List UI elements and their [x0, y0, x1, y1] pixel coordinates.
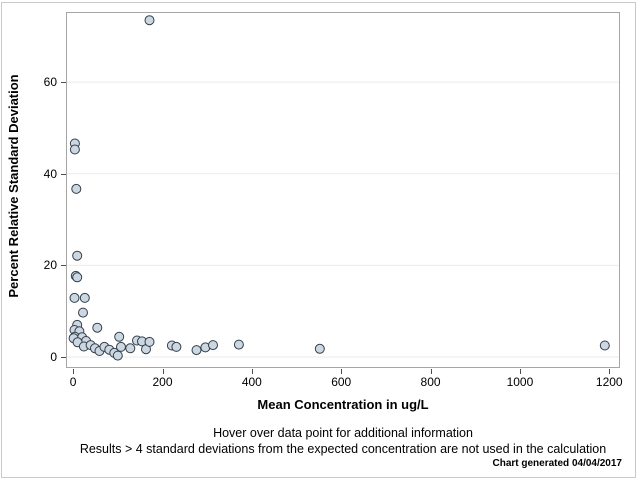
data-point[interactable]	[208, 340, 218, 351]
y-tick-label: 20	[43, 258, 57, 273]
scatter-points	[68, 15, 610, 361]
data-point[interactable]	[112, 350, 123, 361]
y-tick-mark	[61, 265, 66, 267]
plot-frame	[66, 12, 620, 368]
x-tick-mark	[341, 369, 343, 374]
data-point[interactable]	[144, 336, 155, 347]
y-tick-mark	[61, 82, 66, 84]
y-tick-label: 60	[43, 75, 57, 90]
data-point[interactable]	[79, 292, 90, 303]
x-tick-mark	[73, 369, 75, 374]
plot-area	[66, 12, 620, 368]
x-tick-mark	[162, 369, 164, 374]
y-tick-mark	[61, 173, 66, 175]
data-point[interactable]	[71, 183, 82, 194]
x-tick-mark	[609, 369, 611, 374]
x-tick-label: 600	[331, 375, 352, 389]
footnote-exclusion-note: Results > 4 standard deviations from the…	[79, 442, 607, 456]
data-point[interactable]	[116, 341, 126, 352]
chart-generated-date: Chart generated 04/04/2017	[492, 458, 622, 469]
data-point[interactable]	[233, 339, 244, 350]
data-point[interactable]	[144, 15, 155, 26]
y-tick-label: 40	[43, 166, 57, 181]
y-axis-title: Percent Relative Standard Deviation	[6, 74, 21, 298]
x-tick-mark	[251, 369, 253, 374]
x-tick-mark	[519, 369, 521, 374]
data-point[interactable]	[599, 340, 610, 351]
x-tick-mark	[430, 369, 432, 374]
footnote-hover-hint: Hover over data point for additional inf…	[213, 426, 473, 440]
data-point[interactable]	[171, 341, 182, 352]
x-tick-label: 0	[69, 375, 77, 389]
y-tick-label: 0	[50, 350, 57, 364]
data-point[interactable]	[191, 345, 202, 356]
x-tick-label: 400	[241, 375, 262, 389]
y-tick-mark	[61, 357, 66, 358]
data-point[interactable]	[69, 144, 80, 155]
x-tick-label: 800	[420, 375, 441, 389]
x-tick-label: 1000	[506, 375, 534, 389]
data-point[interactable]	[72, 250, 83, 261]
x-tick-label: 200	[152, 375, 173, 389]
gridlines	[67, 81, 619, 358]
data-point[interactable]	[92, 322, 103, 333]
data-point[interactable]	[114, 331, 125, 342]
x-axis-title: Mean Concentration in ug/L	[257, 397, 429, 412]
data-point[interactable]	[72, 272, 83, 283]
data-point[interactable]	[69, 292, 80, 303]
x-tick-label: 1200	[595, 375, 623, 389]
data-point[interactable]	[125, 343, 136, 354]
data-point[interactable]	[314, 343, 325, 354]
data-point[interactable]	[78, 307, 88, 318]
